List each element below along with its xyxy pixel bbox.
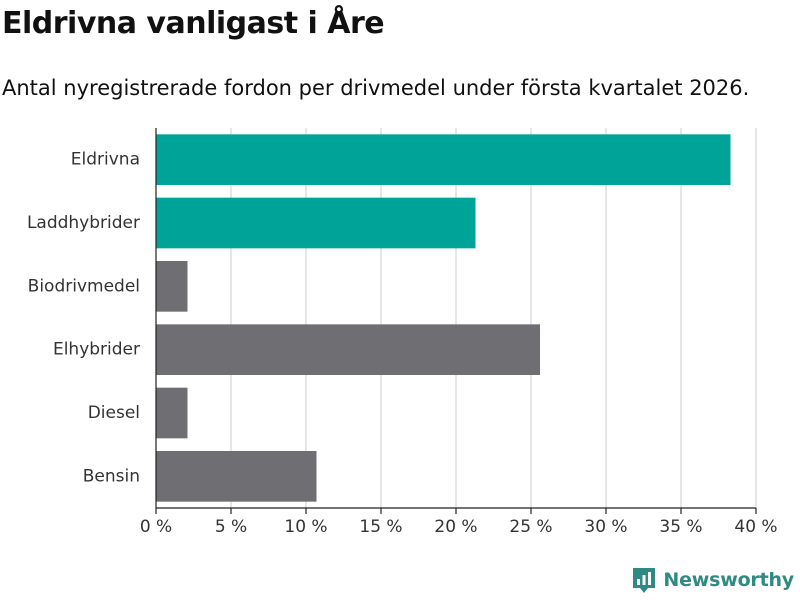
x-tick-label: 40 % xyxy=(734,517,777,537)
category-label: Diesel xyxy=(88,403,140,423)
x-tick-label: 0 % xyxy=(140,517,172,537)
bar-laddhybrider xyxy=(156,197,476,249)
chart-subtitle: Antal nyregistrerade fordon per drivmede… xyxy=(2,76,750,100)
x-tick-label: 15 % xyxy=(359,517,402,537)
brand-logo: Newsworthy xyxy=(631,566,794,594)
x-tick-label: 20 % xyxy=(434,517,477,537)
bar-elhybrider xyxy=(156,324,540,375)
bar-diesel xyxy=(156,387,188,439)
chart-title: Eldrivna vanligast i Åre xyxy=(2,6,385,41)
bar-chart-icon xyxy=(633,568,656,593)
category-label: Laddhybrider xyxy=(27,213,140,233)
category-label: Elhybrider xyxy=(53,340,140,360)
bar-bensin xyxy=(156,451,317,502)
bar-eldrivna xyxy=(156,134,731,185)
x-tick-label: 25 % xyxy=(509,517,552,537)
category-label: Bensin xyxy=(83,466,140,486)
x-tick-label: 5 % xyxy=(215,517,247,537)
x-tick-label: 30 % xyxy=(584,517,627,537)
x-tick-label: 35 % xyxy=(659,517,702,537)
brand-name: Newsworthy xyxy=(663,569,794,591)
category-label: Eldrivna xyxy=(71,150,140,170)
bar-biodrivmedel xyxy=(156,261,188,312)
x-tick-label: 10 % xyxy=(284,517,327,537)
category-label: Biodrivmedel xyxy=(28,276,140,296)
